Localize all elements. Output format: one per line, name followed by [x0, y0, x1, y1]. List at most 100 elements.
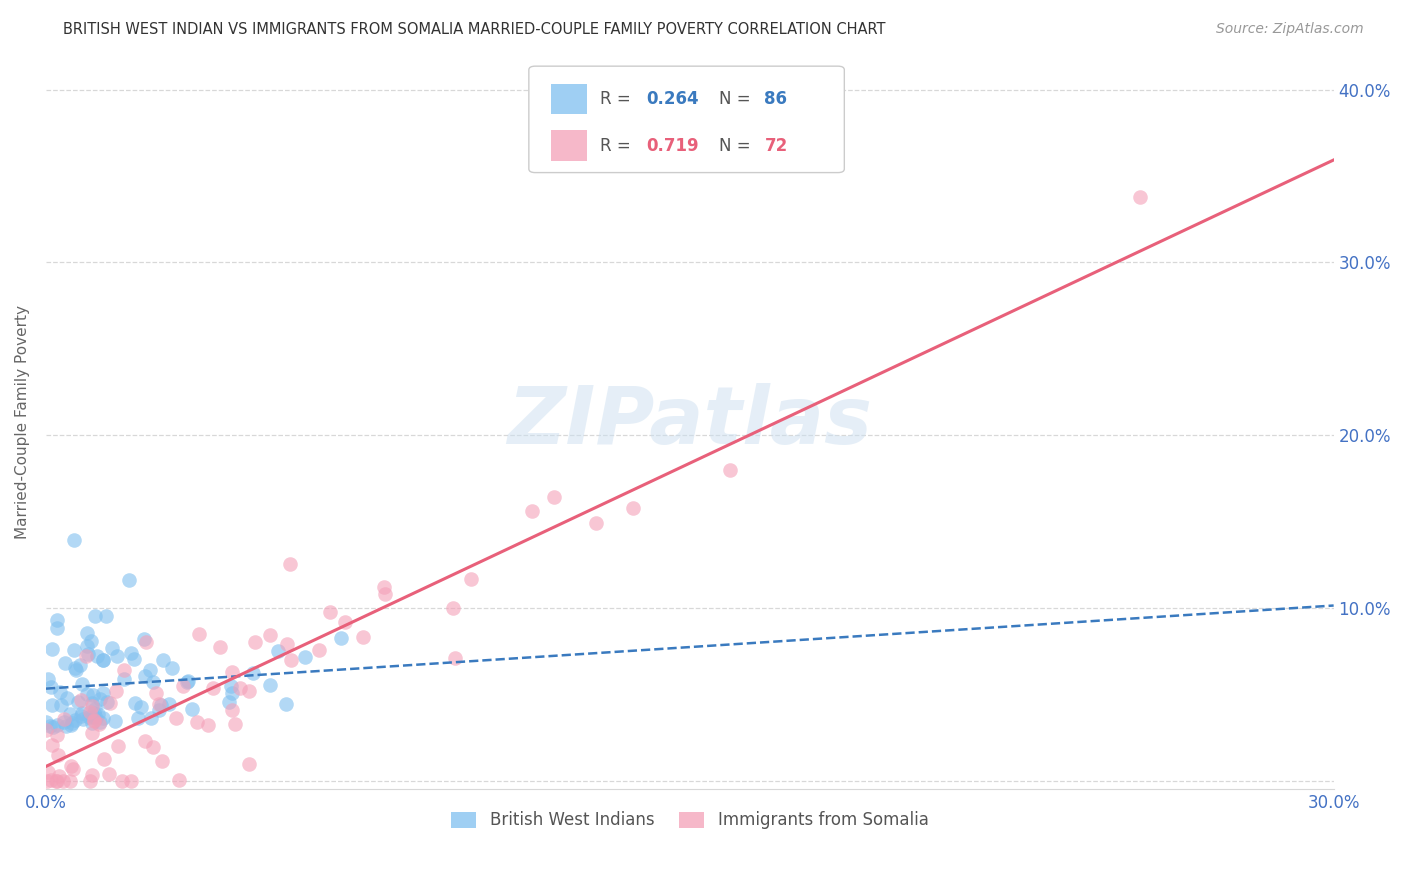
Point — [100, 641, 122, 656]
Point — [48, 769, 70, 783]
Point — [41, 738, 63, 752]
Point — [112, 673, 135, 687]
Point — [79, 705, 101, 719]
Point — [45, 613, 67, 627]
Point — [259, 628, 281, 642]
Point — [139, 663, 162, 677]
Point — [443, 601, 465, 615]
Legend: British West Indians, Immigrants from Somalia: British West Indians, Immigrants from So… — [444, 805, 935, 836]
Point — [1129, 190, 1152, 204]
Point — [59, 718, 82, 732]
Point — [142, 675, 165, 690]
Point — [67, 695, 90, 709]
Point — [131, 699, 153, 714]
Point — [87, 716, 110, 731]
Point — [37, 672, 59, 686]
Point — [70, 677, 93, 691]
Point — [59, 773, 82, 788]
Text: N =: N = — [720, 136, 756, 154]
FancyBboxPatch shape — [551, 84, 586, 114]
Point — [39, 719, 62, 733]
Point — [294, 650, 316, 665]
Point — [621, 501, 644, 516]
Point — [53, 713, 76, 727]
FancyBboxPatch shape — [529, 66, 845, 172]
Point — [167, 773, 190, 788]
Point — [69, 657, 91, 672]
Point — [45, 773, 67, 788]
Point — [219, 680, 242, 694]
Point — [87, 706, 110, 721]
Point — [218, 695, 240, 709]
Point — [76, 640, 98, 654]
Point — [59, 706, 82, 721]
Point — [186, 714, 208, 729]
Point — [83, 608, 105, 623]
Point — [91, 711, 114, 725]
Point — [77, 710, 100, 724]
Text: 0.264: 0.264 — [645, 90, 699, 108]
Point — [543, 490, 565, 504]
Point — [60, 759, 83, 773]
Point — [308, 643, 330, 657]
Point — [82, 726, 104, 740]
Point — [46, 728, 69, 742]
Point — [76, 687, 98, 701]
Point — [124, 696, 146, 710]
Point — [82, 710, 104, 724]
Point — [127, 711, 149, 725]
Point — [76, 626, 98, 640]
Point — [41, 698, 63, 712]
Point — [91, 686, 114, 700]
Point — [62, 642, 84, 657]
Point — [70, 708, 93, 723]
Point — [148, 703, 170, 717]
Point — [97, 767, 120, 781]
Point — [89, 691, 111, 706]
Point — [148, 698, 170, 712]
Point — [80, 699, 103, 714]
Point — [53, 657, 76, 671]
Point — [333, 615, 356, 629]
Point — [242, 666, 264, 681]
Point — [160, 661, 183, 675]
Point — [107, 739, 129, 753]
Point — [104, 684, 127, 698]
Point — [83, 714, 105, 729]
Point — [94, 609, 117, 624]
Point — [80, 716, 103, 731]
Point — [79, 773, 101, 788]
Point — [165, 711, 187, 725]
Point — [120, 646, 142, 660]
Point — [278, 557, 301, 571]
Point — [318, 606, 340, 620]
Point — [197, 718, 219, 732]
Text: ZIPatlas: ZIPatlas — [508, 384, 872, 461]
Text: R =: R = — [600, 90, 636, 108]
Point — [89, 714, 111, 729]
Point — [224, 717, 246, 731]
Text: N =: N = — [720, 90, 756, 108]
Text: Source: ZipAtlas.com: Source: ZipAtlas.com — [1216, 22, 1364, 37]
Point — [96, 695, 118, 709]
Point — [69, 693, 91, 707]
Point — [51, 698, 73, 712]
FancyBboxPatch shape — [551, 130, 586, 161]
Point — [111, 773, 134, 788]
Point — [79, 634, 101, 648]
Point — [259, 678, 281, 692]
Point — [52, 773, 75, 788]
Text: 72: 72 — [765, 136, 787, 154]
Point — [46, 773, 69, 788]
Point — [150, 754, 173, 768]
Point — [520, 504, 543, 518]
Point — [39, 681, 62, 695]
Point — [91, 653, 114, 667]
Point — [35, 714, 58, 729]
Point — [84, 711, 107, 725]
Point — [221, 665, 243, 679]
Point — [60, 716, 83, 731]
Point — [221, 703, 243, 717]
Point — [86, 649, 108, 664]
Point — [139, 711, 162, 725]
